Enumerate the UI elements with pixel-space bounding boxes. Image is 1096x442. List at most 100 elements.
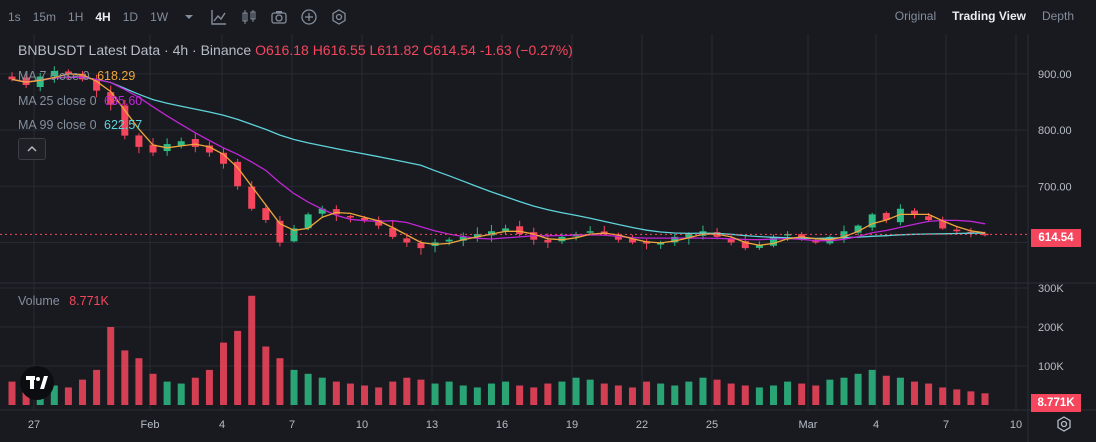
view-switcher: Original Trading View Depth	[887, 9, 1082, 23]
volume-bar	[205, 369, 213, 405]
volume-bar	[50, 385, 58, 405]
tradingview-logo[interactable]	[20, 366, 54, 400]
candle-body	[840, 231, 848, 239]
price-axis-label: 900.00	[1038, 69, 1072, 81]
last-price-tag: 614.54	[1031, 229, 1081, 247]
volume-bar	[741, 385, 749, 405]
volume-axis-label: 100K	[1038, 361, 1064, 373]
candle-body	[925, 216, 933, 220]
price-chart[interactable]: 900.00800.00700.00600.00300K200K100K27Fe…	[0, 34, 1096, 442]
candle-body	[671, 236, 679, 243]
volume-bar	[64, 387, 72, 405]
candle-body	[459, 236, 467, 241]
chevron-down-icon[interactable]	[179, 7, 199, 27]
tv-logo-icon	[26, 376, 48, 389]
time-axis-label: 22	[636, 419, 648, 431]
volume-bar	[910, 381, 918, 405]
time-axis-label: 4	[219, 419, 225, 431]
volume-bar	[671, 385, 679, 405]
time-axis-label: Feb	[141, 419, 160, 431]
camera-icon[interactable]	[269, 7, 289, 27]
timeframe-15m[interactable]: 15m	[32, 10, 57, 24]
ma99-legend[interactable]: MA 99 close 0 622.57	[18, 118, 142, 132]
candle-body	[784, 234, 792, 236]
volume-bar	[473, 387, 481, 405]
volume-bar	[699, 377, 707, 405]
volume-axis-label: 300K	[1038, 283, 1064, 295]
volume-bar	[600, 383, 608, 405]
volume-bar	[572, 377, 580, 405]
candle-body	[177, 141, 185, 146]
volume-bar	[107, 327, 115, 405]
time-axis-label: 7	[943, 419, 949, 431]
volume-bar	[826, 379, 834, 405]
candle-body	[149, 144, 157, 153]
time-axis-label: 10	[1010, 419, 1022, 431]
timeframe-1w[interactable]: 1W	[150, 10, 169, 24]
chart-toolbar: 1s 15m 1H 4H 1D 1W Original Trading View Depth	[0, 0, 1096, 34]
settings-hex-icon[interactable]	[329, 7, 349, 27]
volume-bar	[290, 369, 298, 405]
candles-icon[interactable]	[239, 7, 259, 27]
legend-open: O616.18	[255, 42, 309, 58]
volume-bar	[657, 383, 665, 405]
volume-bar	[755, 387, 763, 405]
ma25-value: 635.60	[104, 94, 143, 108]
candle-body	[657, 242, 665, 245]
volume-bar	[304, 373, 312, 405]
volume-bar	[628, 387, 636, 405]
view-depth[interactable]: Depth	[1041, 9, 1074, 23]
volume-bar	[516, 385, 524, 405]
indicator-icon[interactable]	[209, 7, 229, 27]
volume-bar	[685, 381, 693, 405]
volume-bar	[939, 387, 947, 405]
candle-body	[22, 77, 30, 85]
timeframe-4h[interactable]: 4H	[95, 10, 111, 24]
time-axis-label: 13	[426, 419, 438, 431]
volume-bar	[868, 369, 876, 405]
candle-body	[769, 236, 777, 246]
candle-body	[234, 161, 242, 187]
volume-bar	[487, 383, 495, 405]
candle-body	[516, 226, 524, 235]
volume-bar	[79, 379, 87, 405]
time-axis-label: 7	[289, 419, 295, 431]
candle-body	[135, 135, 143, 147]
timeframe-1d[interactable]: 1D	[122, 10, 139, 24]
view-original[interactable]: Original	[894, 9, 937, 23]
volume-bar	[459, 385, 467, 405]
ma25-legend[interactable]: MA 25 close 0 635.60	[18, 94, 142, 108]
volume-bar	[445, 381, 453, 405]
settings-icon[interactable]	[1055, 415, 1073, 433]
timeframe-selector: 1s 15m 1H 4H 1D 1W	[2, 10, 174, 24]
candle-body	[854, 225, 862, 233]
timeframe-1s[interactable]: 1s	[8, 10, 21, 24]
view-trading-view[interactable]: Trading View	[952, 9, 1026, 23]
candle-body	[910, 210, 918, 215]
candle-body	[290, 228, 298, 242]
legend-high: H616.55	[312, 42, 366, 58]
volume-bar	[530, 387, 538, 405]
candle-body	[262, 208, 270, 220]
collapse-legend-button[interactable]	[18, 138, 46, 160]
candle-body	[276, 220, 284, 243]
volume-bar	[882, 375, 890, 405]
volume-bar	[262, 346, 270, 405]
timeframe-1h[interactable]: 1H	[68, 10, 84, 24]
volume-bar	[812, 385, 820, 405]
candle-body	[389, 227, 397, 237]
candle-body	[361, 217, 369, 220]
volume-bar	[191, 377, 199, 405]
volume-bar	[925, 383, 933, 405]
ma7-legend[interactable]: MA 7 close 0 618.29	[18, 69, 135, 83]
candle-body	[727, 238, 735, 243]
ma7-line	[11, 73, 986, 246]
plus-icon[interactable]	[299, 7, 319, 27]
volume-bar	[727, 383, 735, 405]
time-axis-label: 16	[496, 419, 508, 431]
ma7-value: 618.29	[97, 69, 136, 83]
volume-bar	[248, 295, 256, 405]
time-axis-label: Mar	[799, 419, 818, 431]
candle-body	[628, 238, 636, 243]
time-axis-label: 19	[566, 419, 578, 431]
